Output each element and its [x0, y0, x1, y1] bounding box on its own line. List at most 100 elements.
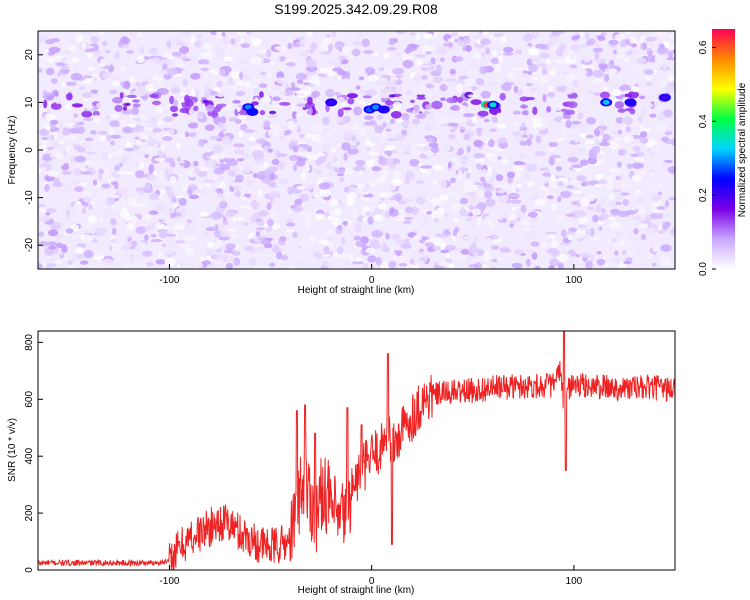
- spectrogram-cell: [640, 107, 648, 117]
- spectrogram-cell: [136, 241, 148, 250]
- spectrogram-cell: [596, 258, 606, 266]
- spectrogram-cell: [601, 146, 612, 154]
- spectrogram-cell: [460, 248, 470, 255]
- spectrogram-cell: [657, 226, 662, 231]
- spectrogram-cell: [602, 139, 608, 144]
- spectrogram-cell: [121, 244, 131, 251]
- spectrogram-cell: [357, 100, 367, 105]
- spectrogram-cell: [176, 207, 188, 212]
- spectrogram-cell: [361, 207, 366, 216]
- spectrogram-cell: [571, 164, 584, 169]
- spectrogram-cell: [299, 210, 311, 217]
- spectrogram-cell: [608, 82, 619, 89]
- spectrogram-cell: [447, 122, 459, 127]
- spectrogram-cell: [55, 96, 61, 105]
- spectrogram-cell: [236, 216, 245, 221]
- spectrogram-cell: [257, 247, 265, 251]
- spectrogram-cell: [515, 264, 522, 269]
- spectrogram-cell: [246, 141, 258, 145]
- spectrogram-cell: [359, 129, 367, 137]
- spectrogram-cell: [600, 91, 610, 99]
- spectrogram-cell: [219, 175, 224, 181]
- spectrogram-cell: [269, 210, 276, 219]
- spectrogram-cell: [330, 105, 337, 111]
- spectrogram-cell: [74, 186, 84, 193]
- spectrogram-cell: [387, 152, 392, 157]
- spectrogram-cell: [447, 47, 458, 52]
- spectrogram-cell: [613, 137, 622, 141]
- spectrogram-cell: [330, 162, 341, 168]
- spectrogram-cell: [421, 191, 428, 199]
- spectrogram-cell: [171, 51, 182, 57]
- spectrogram-cell: [600, 196, 605, 206]
- spectrogram-cell: [45, 67, 55, 76]
- spectrogram-cell: [121, 109, 133, 115]
- spectrogram-cell: [46, 96, 54, 101]
- spectrogram-cell: [38, 37, 46, 42]
- spectrogram-cell: [110, 134, 122, 139]
- spectrogram-cell: [323, 261, 332, 267]
- snr-line: [38, 331, 675, 570]
- spectrogram-cell: [333, 156, 338, 163]
- spectrogram-cell: [60, 68, 65, 73]
- spectrogram-cell: [567, 101, 578, 109]
- spectrogram-cell: [296, 185, 305, 190]
- spectrogram-cell: [120, 65, 125, 72]
- spectrogram-cell: [630, 43, 638, 48]
- spectrogram-cell: [449, 68, 456, 75]
- spectrogram-cell: [234, 80, 247, 86]
- spectrogram-cell: [433, 237, 444, 247]
- spectrogram-cell: [351, 261, 364, 265]
- spectrogram-cell: [193, 167, 201, 175]
- spectrogram-cell: [367, 255, 377, 263]
- spectrogram-cell: [384, 128, 392, 132]
- spectrogram-cell: [382, 129, 387, 138]
- spectrogram-cell: [272, 244, 280, 253]
- spectrogram-cell: [312, 126, 324, 132]
- spectrogram-cell: [577, 224, 588, 229]
- spectrogram-cell: [362, 263, 369, 269]
- spectrogram-cell: [122, 106, 128, 111]
- spectrogram-cell: [626, 41, 632, 46]
- spectrogram-cell: [296, 90, 309, 99]
- spectrogram-cell: [92, 255, 105, 260]
- spectrogram-cell: [65, 228, 74, 234]
- spectrogram-cell: [49, 141, 62, 148]
- spectrogram-cell: [96, 102, 104, 109]
- spectrogram-cell: [640, 219, 649, 224]
- spectrogram-cell: [398, 263, 408, 267]
- spectrogram-cell: [510, 121, 523, 127]
- spectrogram-cell: [343, 177, 350, 185]
- spectrogram-cell: [314, 213, 325, 220]
- spectrogram-y-ticks: -20 -10 0 10 20: [24, 49, 43, 252]
- spectrogram-cell: [554, 132, 566, 139]
- spectrogram-cell: [205, 227, 215, 232]
- spectrogram-cell: [630, 153, 640, 157]
- spectrogram-cell: [93, 114, 100, 123]
- spectrogram-cell: [501, 83, 512, 91]
- spectrogram-cell: [356, 31, 364, 37]
- spectrogram-cell: [669, 81, 675, 87]
- spectrogram-cell: [79, 167, 86, 171]
- spectrogram-cell: [204, 124, 215, 131]
- spectrogram-cell: [237, 218, 244, 227]
- spectrogram-cell: [361, 38, 370, 47]
- spectrogram-cell: [127, 123, 137, 128]
- spectrogram-cell: [251, 101, 259, 106]
- spectrogram-cell: [330, 80, 342, 86]
- spectrogram-cell: [594, 174, 605, 179]
- spectrogram-cell: [110, 238, 118, 244]
- spectrogram-cell: [229, 227, 235, 234]
- spectrogram-cell: [65, 93, 73, 101]
- spectrogram-cell: [401, 129, 408, 136]
- spectrogram-cell: [63, 134, 74, 140]
- spectrogram-cell: [401, 113, 410, 121]
- spectrogram-cell: [50, 222, 62, 230]
- spectrogram-cell: [342, 220, 349, 226]
- spectrogram-cell: [321, 241, 330, 246]
- spectrogram-cell: [667, 123, 675, 128]
- spectrogram-cell: [331, 217, 342, 221]
- spectrogram-cell: [485, 47, 491, 55]
- spectrogram-cell: [643, 69, 654, 75]
- spectrogram-cell: [521, 86, 528, 90]
